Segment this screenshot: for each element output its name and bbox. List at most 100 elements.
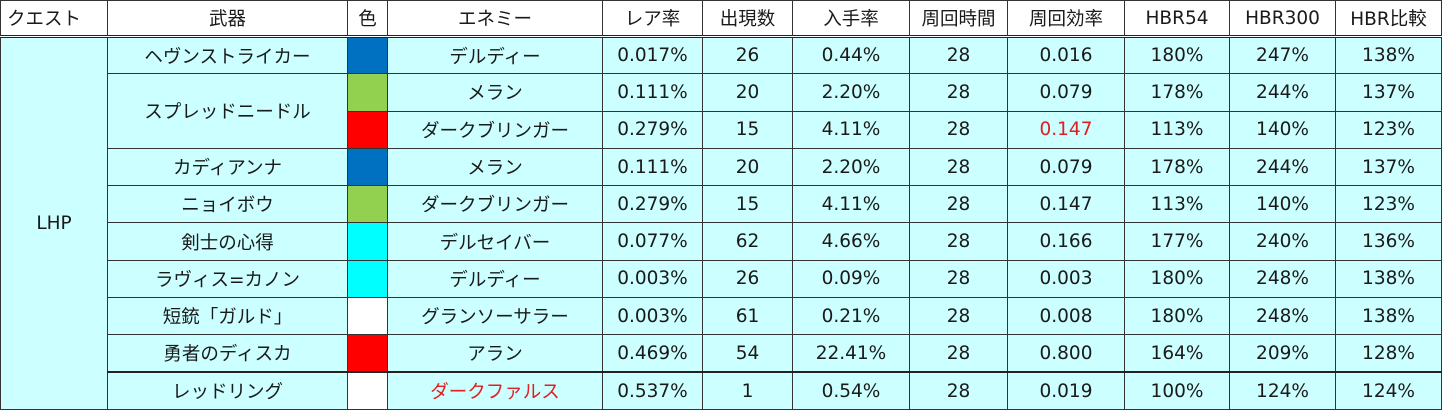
- enemy-cell: メラン: [387, 147, 603, 187]
- obtain-rate-cell: 4.66%: [792, 222, 910, 261]
- hbr-compare-cell: 138%: [1335, 259, 1442, 299]
- header-lap-efficiency: 周回効率: [1007, 0, 1125, 38]
- lap-efficiency-cell: 0.079: [1007, 73, 1125, 112]
- color-swatch: [347, 371, 388, 410]
- hbr300-cell: 244%: [1229, 147, 1336, 187]
- header-hbr300: HBR300: [1229, 0, 1336, 38]
- lap-efficiency-cell: 0.166: [1007, 222, 1125, 261]
- table-row: 剣士の心得 デルセイバー 0.077% 62 4.66% 28 0.166 17…: [1, 222, 1442, 261]
- obtain-rate-cell: 2.20%: [792, 147, 910, 187]
- spawn-count-cell: 62: [702, 222, 793, 261]
- weapon-cell: 勇者のディスカ: [107, 334, 348, 373]
- table-row: LHP ヘヴンストライカー デルディー 0.017% 26 0.44% 28 0…: [0, 35, 1442, 410]
- hbr54-cell: 113%: [1124, 110, 1230, 149]
- hbr-compare-cell: 136%: [1335, 222, 1442, 261]
- hbr54-cell: 100%: [1124, 371, 1230, 410]
- hbr54-cell: 180%: [1124, 35, 1230, 75]
- rare-rate-cell: 0.469%: [602, 334, 703, 373]
- hbr-compare-cell: 128%: [1335, 334, 1442, 373]
- spawn-count-cell: 15: [702, 110, 793, 149]
- rare-rate-cell: 0.017%: [602, 35, 703, 75]
- lap-efficiency-cell-highlighted: 0.147: [1007, 110, 1125, 149]
- lap-efficiency-cell: 0.016: [1007, 35, 1125, 75]
- table-row: カディアンナ メラン 0.111% 20 2.20% 28 0.079 178%…: [1, 147, 1442, 187]
- enemy-cell: ダークブリンガー: [387, 110, 603, 149]
- hbr54-cell: 113%: [1124, 185, 1230, 224]
- rare-rate-cell: 0.111%: [602, 73, 703, 112]
- header-hbr54: HBR54: [1124, 0, 1230, 38]
- lap-time-cell: 28: [909, 297, 1008, 336]
- lap-time-cell: 28: [909, 259, 1008, 299]
- obtain-rate-cell: 4.11%: [792, 185, 910, 224]
- rare-rate-cell: 0.279%: [602, 110, 703, 149]
- hbr-compare-cell: 123%: [1335, 110, 1442, 149]
- lap-efficiency-cell: 0.079: [1007, 147, 1125, 187]
- obtain-rate-cell: 2.20%: [792, 73, 910, 112]
- spawn-count-cell: 26: [702, 259, 793, 299]
- hbr-compare-cell: 138%: [1335, 35, 1442, 75]
- header-weapon: 武器: [107, 0, 348, 38]
- header-obtain-rate: 入手率: [792, 0, 910, 38]
- obtain-rate-cell: 0.44%: [792, 35, 910, 75]
- lap-time-cell: 28: [909, 222, 1008, 261]
- weapon-cell: ラヴィス=カノン: [107, 259, 348, 299]
- table-row: 短銃「ガルド」 グランソーサラー 0.003% 61 0.21% 28 0.00…: [1, 297, 1442, 336]
- lap-time-cell: 28: [909, 185, 1008, 224]
- color-swatch: [347, 110, 388, 149]
- hbr300-cell: 248%: [1229, 297, 1336, 336]
- header-spawn-count: 出現数: [702, 0, 793, 38]
- table-row: ニョイボウ ダークブリンガー 0.279% 15 4.11% 28 0.147 …: [1, 185, 1442, 224]
- lap-efficiency-cell: 0.003: [1007, 259, 1125, 299]
- header-row: クエスト 武器 色 エネミー レア率 出現数 入手率 周回時間 周回効率 HBR…: [0, 0, 1442, 38]
- rare-rate-cell: 0.537%: [602, 371, 703, 410]
- enemy-cell: メラン: [387, 73, 603, 112]
- table-row: ラヴィス=カノン デルディー 0.003% 26 0.09% 28 0.003 …: [1, 259, 1442, 299]
- rare-rate-cell: 0.111%: [602, 147, 703, 187]
- spawn-count-cell: 26: [702, 35, 793, 75]
- hbr300-cell: 140%: [1229, 110, 1336, 149]
- spawn-count-cell: 61: [702, 297, 793, 336]
- rare-rate-cell: 0.279%: [602, 185, 703, 224]
- enemy-cell: グランソーサラー: [387, 297, 603, 336]
- hbr54-cell: 178%: [1124, 73, 1230, 112]
- header-enemy: エネミー: [387, 0, 603, 38]
- color-swatch: [347, 147, 388, 187]
- enemy-cell: ダークブリンガー: [387, 185, 603, 224]
- table-row: レッドリング ダークファルス 0.537% 1 0.54% 28 0.019 1…: [1, 371, 1442, 410]
- lap-time-cell: 28: [909, 35, 1008, 75]
- hbr300-cell: 248%: [1229, 259, 1336, 299]
- lap-time-cell: 28: [909, 371, 1008, 410]
- header-hbr-compare: HBR比較: [1335, 0, 1442, 38]
- weapon-cell: ヘヴンストライカー: [107, 35, 348, 75]
- color-swatch: [347, 185, 388, 224]
- spawn-count-cell: 20: [702, 73, 793, 112]
- obtain-rate-cell: 0.54%: [792, 371, 910, 410]
- enemy-cell: アラン: [387, 334, 603, 373]
- lap-efficiency-cell: 0.147: [1007, 185, 1125, 224]
- rare-rate-cell: 0.003%: [602, 297, 703, 336]
- obtain-rate-cell: 0.09%: [792, 259, 910, 299]
- enemy-cell: デルセイバー: [387, 222, 603, 261]
- enemy-cell-highlighted: ダークファルス: [387, 371, 603, 410]
- hbr300-cell: 124%: [1229, 371, 1336, 410]
- header-lap-time: 周回時間: [909, 0, 1008, 38]
- color-swatch: [347, 259, 388, 299]
- hbr54-cell: 180%: [1124, 297, 1230, 336]
- weapon-cell: 短銃「ガルド」: [107, 297, 348, 336]
- spawn-count-cell: 15: [702, 185, 793, 224]
- color-swatch: [347, 73, 388, 112]
- enemy-cell: デルディー: [387, 35, 603, 75]
- rare-rate-cell: 0.077%: [602, 222, 703, 261]
- header-rare-rate: レア率: [602, 0, 703, 38]
- header-quest: クエスト: [0, 0, 108, 38]
- quest-cell: LHP: [0, 36, 108, 410]
- lap-time-cell: 28: [909, 147, 1008, 187]
- lap-time-cell: 28: [909, 334, 1008, 373]
- lap-efficiency-cell: 0.019: [1007, 371, 1125, 410]
- hbr54-cell: 180%: [1124, 259, 1230, 299]
- lap-efficiency-cell: 0.008: [1007, 297, 1125, 336]
- spawn-count-cell: 1: [702, 371, 793, 410]
- obtain-rate-cell: 0.21%: [792, 297, 910, 336]
- lap-time-cell: 28: [909, 73, 1008, 112]
